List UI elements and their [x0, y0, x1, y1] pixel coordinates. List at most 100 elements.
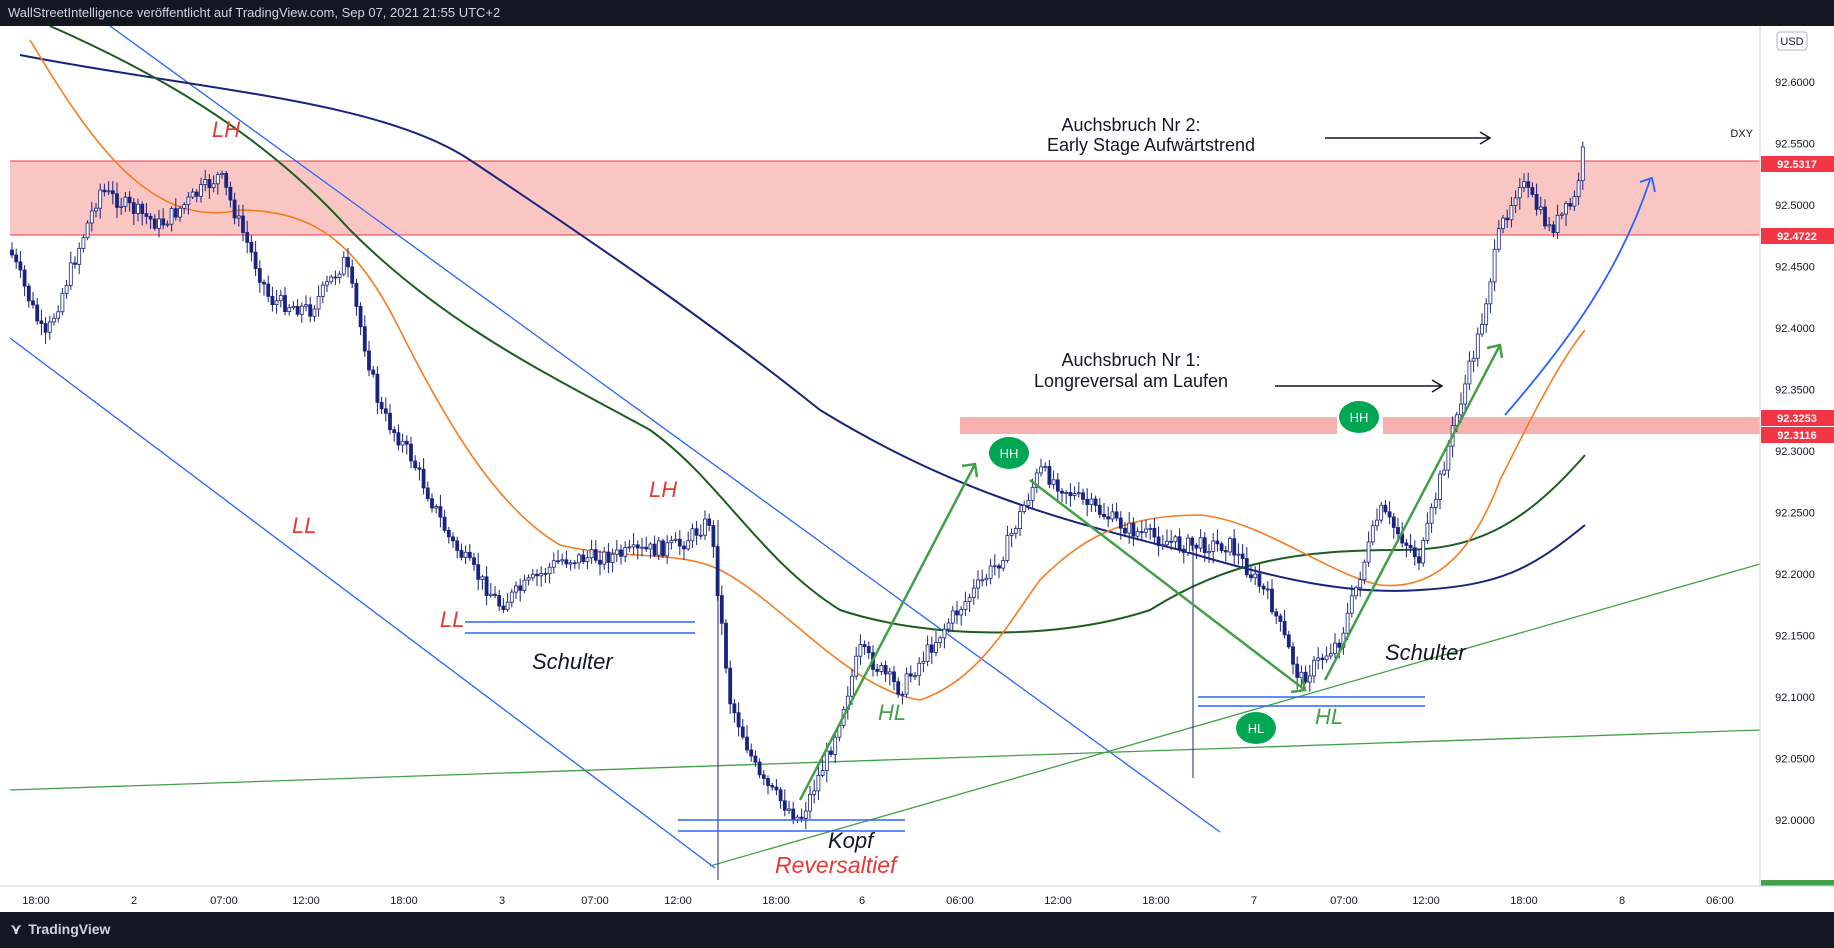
candle-body [1202, 537, 1207, 554]
candle-body [1198, 537, 1203, 549]
candle-body [476, 564, 481, 580]
candle-body [1320, 657, 1325, 661]
chart-area[interactable]: LH LL LH LL Reversaltief Schulter Kopf S… [0, 25, 1834, 912]
candle-body [1106, 516, 1111, 520]
currency-box[interactable] [1776, 31, 1808, 51]
candle-body [934, 642, 938, 653]
candle-body [736, 712, 741, 728]
price-tick-label: 92.4000 [1775, 323, 1815, 335]
tradingview-logo-icon: ⋎ [10, 920, 23, 938]
candle-body [232, 199, 237, 219]
candle-body [430, 498, 434, 509]
brand[interactable]: ⋎ TradingView [10, 920, 110, 938]
candle-body [320, 284, 325, 297]
ma-dark-blue [19, 54, 1586, 592]
green-rising-line [709, 563, 1761, 867]
candle-body [337, 273, 342, 278]
candle-body [1261, 585, 1266, 590]
candle-body [18, 261, 23, 271]
candle-body [581, 554, 586, 563]
candle-body [1324, 655, 1329, 661]
candle-body [1123, 527, 1127, 534]
candle-body [1547, 224, 1552, 227]
candle-body [1282, 621, 1287, 636]
candle-body [1383, 504, 1388, 513]
candle-body [1265, 588, 1270, 591]
candle-body [136, 203, 140, 214]
candle-body [434, 506, 439, 509]
candle-body [350, 266, 355, 284]
candle-body [1177, 536, 1182, 550]
candle-body [1438, 473, 1442, 500]
time-tick-label: 2 [131, 895, 137, 907]
price-axis[interactable]: USD 92.600092.550092.500092.450092.40009… [1730, 26, 1834, 886]
candle-body [925, 644, 930, 662]
candle-body [1118, 517, 1123, 529]
green-arrows [798, 343, 1504, 801]
candle-body [1303, 671, 1308, 683]
candle-body [501, 605, 506, 611]
candle-body [522, 579, 527, 591]
label-hl-2: HL [1315, 704, 1343, 729]
candle-body [539, 573, 544, 577]
candle-body [1349, 595, 1354, 614]
candle-body [665, 542, 670, 557]
candle-body [1018, 511, 1022, 529]
candle-body [1026, 499, 1031, 506]
price-tick-label: 92.3000 [1775, 446, 1815, 458]
badge-hh-2: HH [1339, 401, 1379, 433]
time-tick-label: 12:00 [664, 895, 692, 907]
candle-body [1072, 493, 1077, 497]
candle-body [1345, 612, 1350, 634]
candle-body [375, 373, 380, 403]
candle-body [249, 241, 254, 253]
candle-body [442, 516, 447, 531]
candle-body [274, 300, 279, 306]
candle-body [425, 487, 430, 500]
candle-body [1337, 642, 1342, 648]
candle-body [110, 190, 115, 195]
price-tick-label: 92.4500 [1775, 262, 1815, 274]
candle-body [887, 671, 892, 675]
candle-body [879, 664, 884, 672]
candle-body [1152, 527, 1157, 538]
candle-body [220, 172, 224, 175]
price-chart[interactable]: LH LL LH LL Reversaltief Schulter Kopf S… [0, 25, 1834, 912]
candle-body [602, 551, 607, 565]
badge-hh-1: HH [989, 437, 1029, 469]
candle-body [1160, 544, 1165, 547]
candle-body [988, 565, 993, 579]
badge-hl: HL [1236, 712, 1276, 744]
channel-lower-line [9, 337, 716, 869]
candle-body [26, 285, 31, 302]
candle-body [270, 295, 275, 306]
candle-body [392, 429, 397, 434]
candle-body [1580, 146, 1585, 182]
candle-body [1480, 324, 1484, 335]
candle-body [686, 540, 691, 550]
candle-body [1328, 653, 1333, 657]
candle-body [656, 540, 661, 556]
note-2-line-1: Auchsbruch Nr 2: [1061, 115, 1200, 135]
candle-body [1240, 553, 1245, 559]
candle-body [157, 218, 161, 229]
time-axis[interactable]: 18:00 2 07:00 12:00 18:00 3 07:00 12:00 18:00 6 06… [0, 885, 1834, 912]
candle-body [358, 305, 363, 328]
candle-body [1148, 527, 1153, 530]
candle-body [774, 786, 779, 791]
candle-body [543, 573, 548, 575]
candle-body [1442, 469, 1447, 475]
candle-body [165, 223, 170, 226]
candle-body [1312, 659, 1316, 677]
candle-body [236, 215, 241, 219]
price-tick-label: 92.2500 [1775, 508, 1815, 520]
candle-body [669, 539, 674, 544]
candle-body [623, 547, 628, 557]
candle-body [1232, 538, 1237, 556]
candle-body [1408, 544, 1413, 549]
price-tick-label: 92.5500 [1775, 139, 1815, 151]
time-tick-label: 06:00 [1706, 895, 1734, 907]
candle-body [619, 549, 623, 557]
candle-body [1102, 513, 1106, 518]
candle-body [257, 268, 262, 283]
